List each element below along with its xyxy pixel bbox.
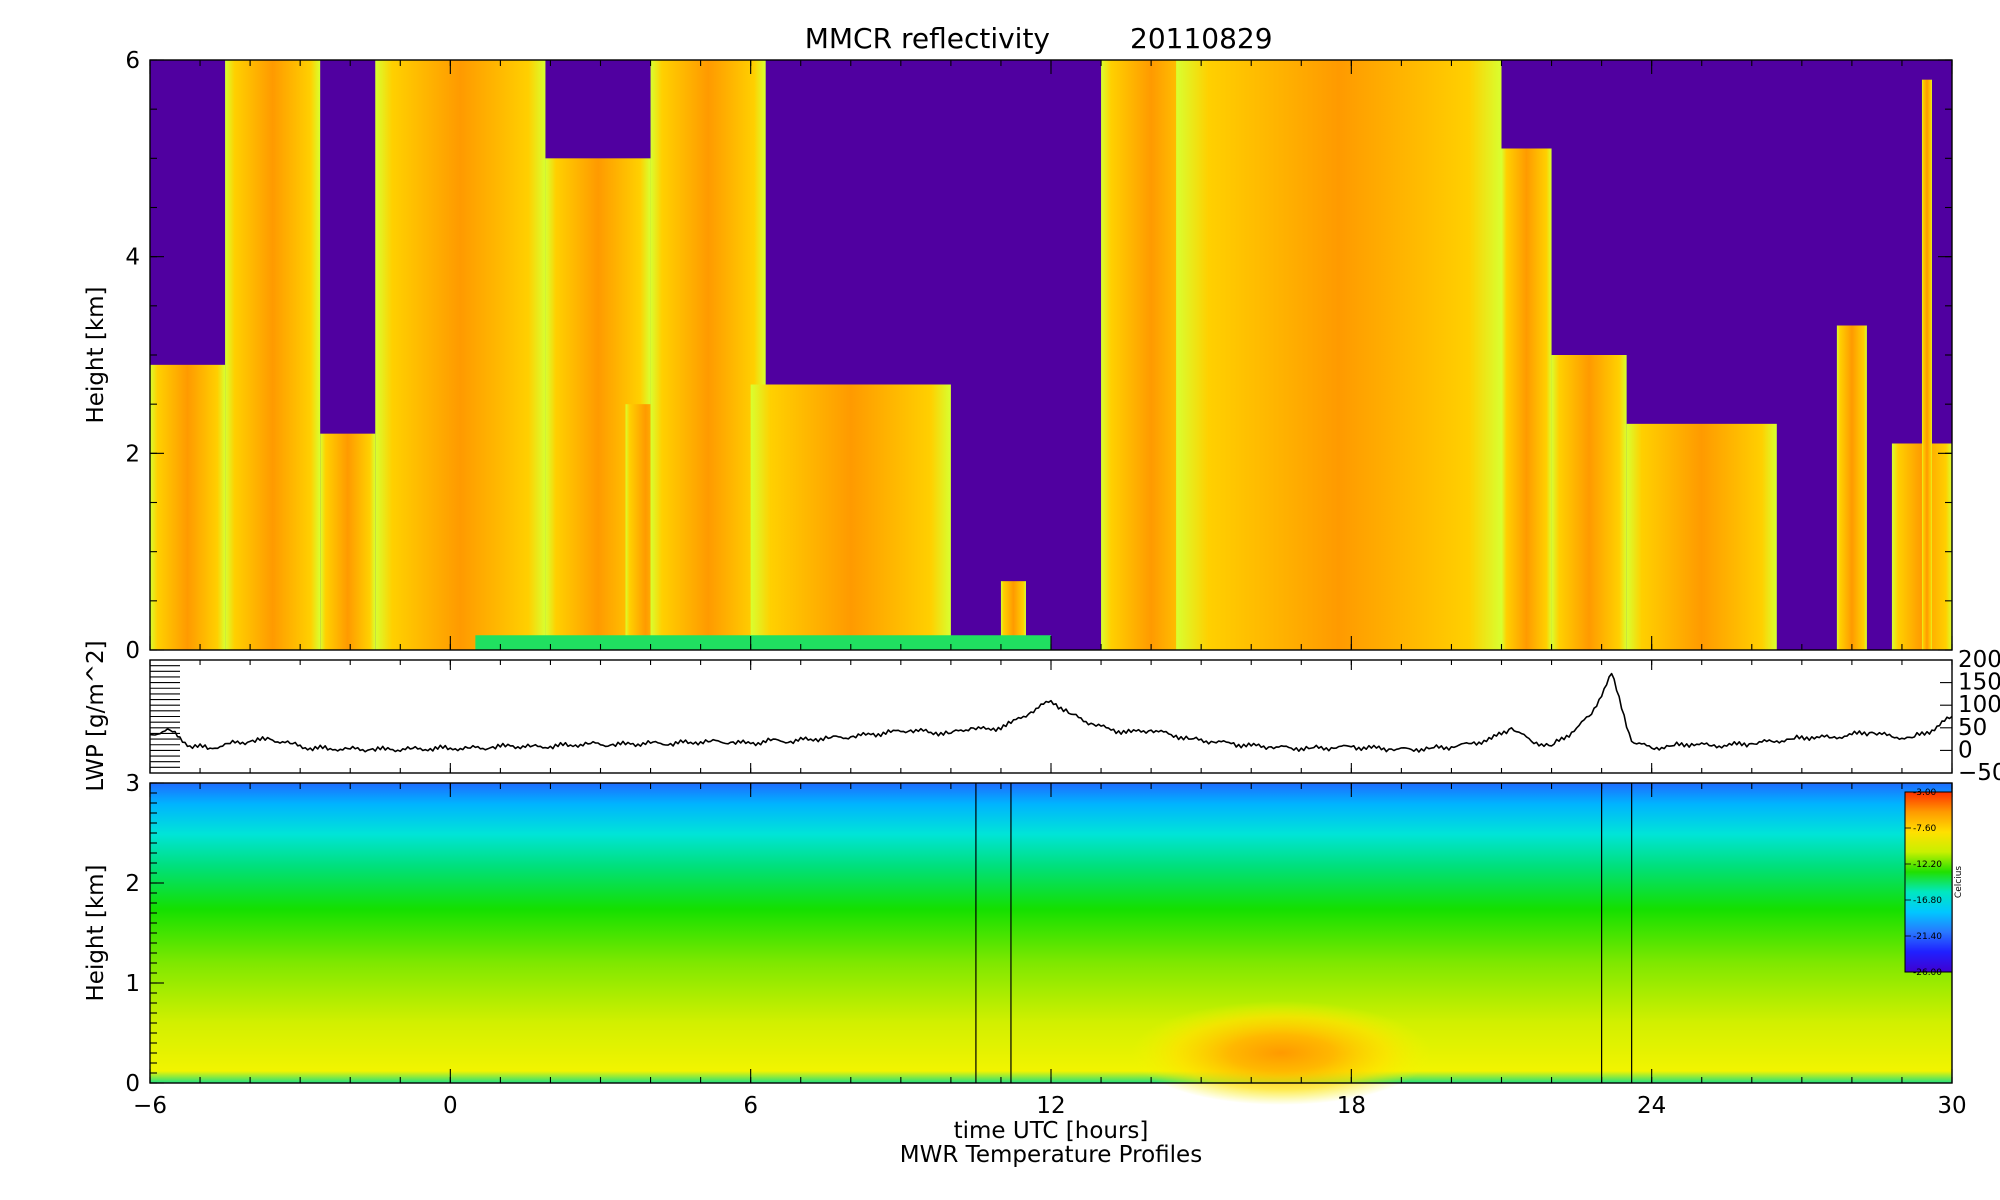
colorbar-ticks: -3.00 -7.60 -12.20 -16.80 -21.40 -26.00 <box>1905 788 1942 978</box>
colorbar: -3.00 -7.60 -12.20 -16.80 -21.40 -26.00 Celci… <box>1904 788 1964 978</box>
chart-date: 20110829 <box>1130 22 1273 55</box>
lwp-series-line <box>149 672 1953 753</box>
temperature-y-ticks: 0 1 2 3 <box>125 771 164 1097</box>
y-tick-label: 4 <box>125 245 140 271</box>
cloud-column <box>150 364 226 650</box>
x-tick-label: 30 <box>1937 1093 1966 1119</box>
temperature-field <box>150 783 1952 1083</box>
y-tick-label: 0 <box>125 1071 140 1097</box>
y-tick-label: 200 <box>1958 647 2000 673</box>
y-tick-label: 0 <box>1958 737 1973 763</box>
time-x-ticks: −6 0 6 12 18 24 30 <box>133 60 1967 1119</box>
colorbar-unit: Celcius <box>1954 866 1964 898</box>
y-tick-label: 150 <box>1958 670 2000 696</box>
colorbar-tick-label: -26.00 <box>1913 968 1942 978</box>
chart-title: MMCR reflectivity <box>805 22 1050 55</box>
x-axis-label: time UTC [hours] <box>954 1118 1149 1144</box>
temperature-subtitle: MWR Temperature Profiles <box>900 1142 1202 1168</box>
colorbar-tick-label: -16.80 <box>1913 896 1942 906</box>
cloud-column <box>375 60 546 650</box>
cloud-column <box>650 60 766 650</box>
y-tick-label: −50 <box>1958 760 2000 786</box>
temperature-gap-lines <box>975 783 1633 1083</box>
reflectivity-y-ticks: 0 2 4 6 <box>125 48 1952 664</box>
lwp-frame <box>149 659 1953 774</box>
x-tick-label: 0 <box>443 1093 458 1119</box>
cloud-column <box>1551 355 1627 650</box>
y-tick-label: 100 <box>1958 692 2000 718</box>
cloud-column <box>1501 148 1552 650</box>
temperature-y-label: Height [km] <box>83 864 109 1001</box>
lwp-y-label: LWP [g/m^2] <box>83 640 109 791</box>
y-tick-label: 6 <box>125 48 140 74</box>
x-tick-label: 6 <box>743 1093 758 1119</box>
cloud-base-layer <box>475 635 1052 650</box>
y-tick-label: 0 <box>125 638 140 664</box>
cloud-column <box>1921 79 1932 650</box>
x-tick-label: −6 <box>133 1093 167 1119</box>
colorbar-ramp <box>1905 792 1952 972</box>
x-tick-label: 18 <box>1337 1093 1366 1119</box>
y-tick-label: 1 <box>125 971 140 997</box>
x-tick-label: 12 <box>1036 1093 1065 1119</box>
colorbar-frame <box>1904 791 1953 973</box>
y-tick-label: 3 <box>125 771 140 797</box>
reflectivity-panel: 0 2 4 6 Height [km] <box>83 48 1953 664</box>
colorbar-tick-label: -7.60 <box>1913 824 1937 834</box>
colorbar-tick-label: -21.40 <box>1913 932 1942 942</box>
cloud-column <box>750 384 951 650</box>
colorbar-tick-label: -12.20 <box>1913 860 1942 870</box>
reflectivity-cloud-layer <box>150 60 1952 651</box>
cloud-column <box>320 433 376 650</box>
y-tick-label: 2 <box>125 871 140 897</box>
y-tick-label: 2 <box>125 441 140 467</box>
cloud-column <box>1176 60 1502 650</box>
temperature-warm-core <box>1131 1001 1432 1105</box>
x-tick-label: 24 <box>1637 1093 1666 1119</box>
reflectivity-y-label: Height [km] <box>83 286 109 423</box>
cloud-column <box>225 60 321 650</box>
cloud-column <box>1626 423 1777 650</box>
y-tick-label: 50 <box>1958 715 1987 741</box>
cloud-column <box>1836 325 1867 650</box>
colorbar-tick-label: -3.00 <box>1913 788 1937 798</box>
